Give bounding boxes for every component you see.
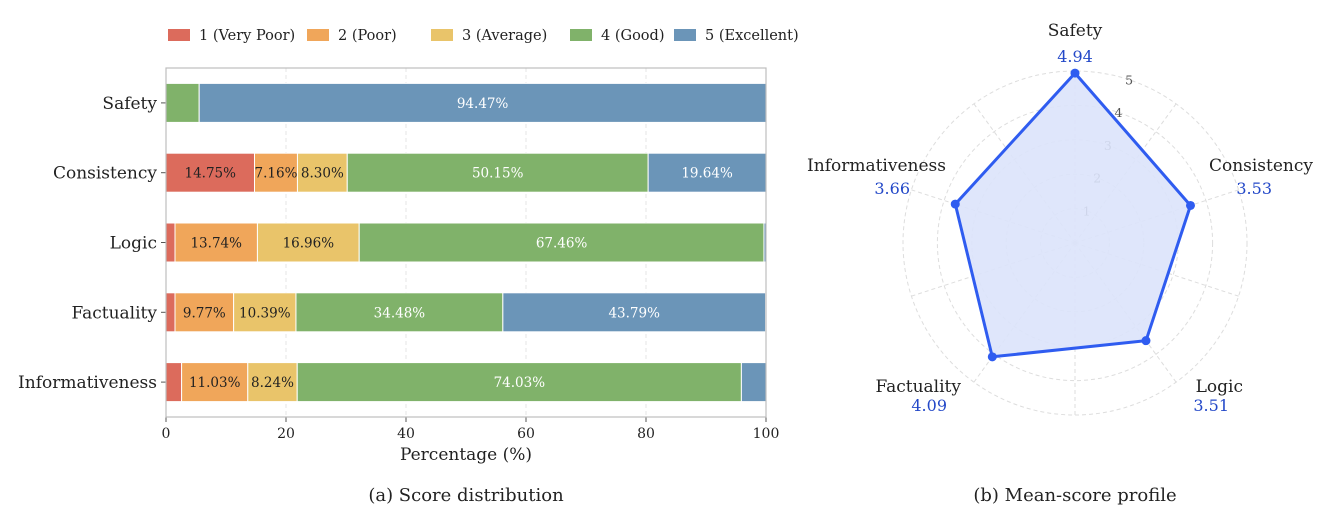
bar-chart-frame — [165, 67, 767, 418]
legend-label-4-good: 4 (Good) — [601, 28, 664, 44]
radar-value-label-safety: 4.94 — [1057, 47, 1093, 66]
radar-value-label-factuality: 4.09 — [911, 396, 947, 415]
legend-swatch-4-good — [570, 29, 592, 41]
bar-segment-consistency-2-poor — [254, 152, 298, 193]
radar-grid-ring — [902, 70, 1248, 416]
bar-data-label: 16.96% — [283, 236, 335, 252]
bar-segment-factuality-1-very-poor — [165, 292, 176, 333]
bar-segment-factuality-3-average — [233, 292, 297, 333]
bar-chart-x-axis-label: Percentage (%) — [400, 445, 532, 465]
bar-data-label: 50.15% — [472, 166, 524, 182]
bar-chart-caption: (a) Score distribution — [368, 485, 564, 506]
radar-value-label-consistency: 3.53 — [1236, 179, 1272, 198]
bar-data-label: 13.74% — [190, 236, 242, 252]
bar-segment-safety-4-good — [165, 82, 200, 123]
bar-segment-logic-4-good — [358, 222, 765, 263]
bar-data-label: 74.03% — [494, 375, 546, 391]
bar-data-label: 34.48% — [374, 305, 426, 321]
bar-segment-factuality-5-excellent — [502, 292, 767, 333]
bar-chart-panel: 1 (Very Poor) 2 (Poor) 3 (Average) 4 (Good)… — [18, 28, 799, 506]
bar-data-label: 19.64% — [681, 166, 733, 182]
legend-swatch-1-very-poor — [168, 29, 190, 41]
x-tick-label: 40 — [397, 426, 415, 442]
bar-data-label: 8.24% — [251, 375, 294, 391]
y-tick-label-safety: Safety — [102, 94, 157, 114]
radar-axis-label-factuality: Factuality — [875, 377, 961, 397]
radar-point-safety — [1070, 68, 1080, 78]
bar-data-label: 14.75% — [185, 166, 237, 182]
bar-chart-bars: 94.47% 14.75% 7.16% 8.30% 50.15% 19.64% 13.74%… — [165, 82, 767, 403]
radar-point-consistency — [1185, 200, 1195, 210]
bar-chart-axes: 0 20 40 60 80 100 Safety Consistency Logic Factua… — [18, 67, 780, 442]
radar-point-logic — [1141, 336, 1151, 346]
legend-label-3-average: 3 (Average) — [462, 28, 547, 44]
bar-segment-informativeness-5-excellent — [740, 362, 767, 403]
y-tick-label-informativeness: Informativeness — [18, 373, 157, 393]
bar-data-label: 94.47% — [457, 96, 509, 112]
bar-data-label: 8.30% — [301, 166, 344, 182]
bar-segment-consistency-1-very-poor — [165, 152, 255, 193]
bar-segment-consistency-3-average — [296, 152, 348, 193]
radar-r-tick-label: 5 — [1125, 72, 1133, 87]
x-tick-label: 80 — [637, 426, 655, 442]
bar-segment-informativeness-3-average — [247, 362, 298, 403]
legend-swatch-2-poor — [307, 29, 329, 41]
bar-segment-safety-5-excellent — [198, 82, 767, 123]
radar-value-label-logic: 3.51 — [1193, 396, 1229, 415]
bar-segment-factuality-2-poor — [174, 292, 235, 333]
x-tick-label: 0 — [162, 426, 171, 442]
radar-axis-label-safety: Safety — [1048, 21, 1103, 41]
radar-r-tick-label: 4 — [1115, 105, 1123, 120]
bar-segment-logic-1-very-poor — [165, 222, 176, 263]
radar-chart-series — [950, 68, 1195, 362]
bar-segment-consistency-5-excellent — [647, 152, 767, 193]
x-tick-label: 100 — [753, 426, 780, 442]
bar-segment-informativeness-4-good — [296, 362, 742, 403]
bar-data-label: 10.39% — [239, 305, 291, 321]
y-tick-label-factuality: Factuality — [71, 303, 157, 323]
legend-swatch-3-average — [431, 29, 453, 41]
radar-value-label-informativeness: 3.66 — [874, 179, 910, 198]
bar-segment-factuality-4-good — [295, 292, 504, 333]
y-tick-label-consistency: Consistency — [53, 164, 157, 184]
y-tick-label-logic: Logic — [110, 234, 157, 254]
legend-label-5-excellent: 5 (Excellent) — [705, 28, 799, 44]
bar-data-label: 11.03% — [189, 375, 241, 391]
bar-data-label: 67.46% — [536, 236, 588, 252]
radar-series-polygon — [953, 71, 1192, 359]
bar-chart-legend: 1 (Very Poor) 2 (Poor) 3 (Average) 4 (Good)… — [168, 28, 799, 44]
bar-segment-informativeness-1-very-poor — [165, 362, 183, 403]
radar-axis-label-informativeness: Informativeness — [807, 156, 946, 176]
legend-label-2-poor: 2 (Poor) — [338, 28, 397, 44]
radar-axis-label-consistency: Consistency — [1209, 156, 1313, 176]
legend-swatch-5-excellent — [674, 29, 696, 41]
legend-label-1-very-poor: 1 (Very Poor) — [199, 28, 295, 44]
bar-data-label: 7.16% — [255, 166, 298, 182]
x-tick-label: 20 — [277, 426, 295, 442]
radar-axis-label-logic: Logic — [1196, 377, 1243, 397]
bar-segment-informativeness-2-poor — [181, 362, 249, 403]
bar-segment-consistency-4-good — [346, 152, 649, 193]
radar-chart-caption: (b) Mean-score profile — [973, 485, 1176, 506]
radar-point-factuality — [987, 352, 997, 362]
radar-grid-ring — [936, 104, 1214, 382]
bar-data-label: 9.77% — [183, 305, 226, 321]
bar-data-label: 43.79% — [608, 305, 660, 321]
radar-point-informativeness — [950, 199, 960, 209]
radar-chart-panel: 12345 Safety4.94Consistency3.53Logic3.51… — [807, 21, 1313, 506]
x-tick-label: 60 — [517, 426, 535, 442]
